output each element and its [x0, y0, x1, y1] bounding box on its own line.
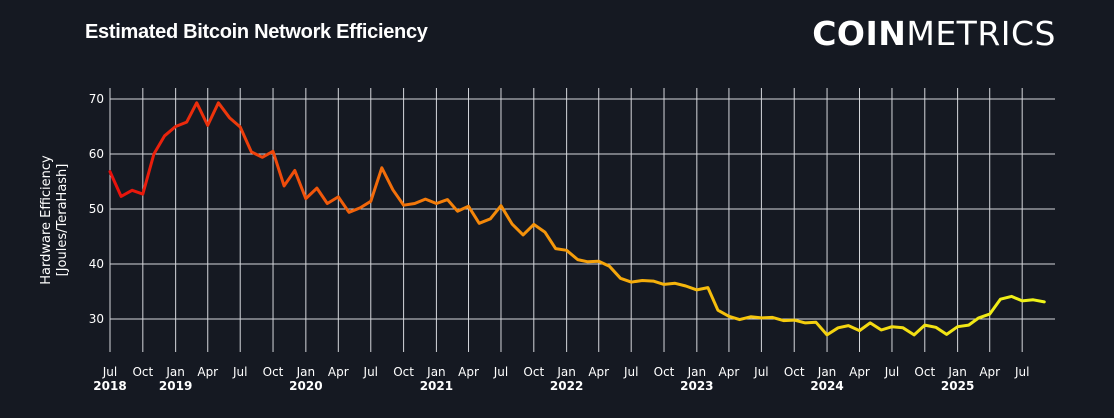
chart-title: Estimated Bitcoin Network Efficiency — [85, 21, 428, 43]
x-tick-label: Oct — [132, 365, 153, 379]
x-tick-label: Jul — [753, 365, 768, 379]
x-tick-year: 2020 — [289, 379, 322, 393]
x-tick-year: 2021 — [420, 379, 453, 393]
y-axis-ticks: 30 40 50 60 70 — [89, 92, 104, 326]
y-axis-label-line2: [Joules/TeraHash] — [55, 164, 70, 277]
x-tick-label: Jan — [687, 365, 707, 379]
x-tick-label: Apr — [328, 365, 349, 379]
x-tick-label: Oct — [393, 365, 414, 379]
coinmetrics-logo: COINMETRICS — [812, 14, 1056, 53]
x-tick-label: Jul — [493, 365, 508, 379]
x-tick-label: Apr — [719, 365, 740, 379]
y-tick-label: 50 — [89, 202, 104, 216]
x-tick-label: Jul — [623, 365, 638, 379]
x-tick-label: Oct — [523, 365, 544, 379]
x-tick-year: 2019 — [159, 379, 192, 393]
x-tick-label: Apr — [588, 365, 609, 379]
x-tick-label: Oct — [654, 365, 675, 379]
y-axis-label: Hardware Efficiency [Joules/TeraHash] — [39, 155, 70, 285]
x-tick-label: Jan — [817, 365, 837, 379]
x-tick-label: Apr — [979, 365, 1000, 379]
x-tick-label: Apr — [849, 365, 870, 379]
x-tick-label: Jul — [232, 365, 247, 379]
x-tick-label: Jul — [102, 365, 117, 379]
x-tick-year: 2025 — [941, 379, 974, 393]
y-tick-label: 60 — [89, 147, 104, 161]
x-tick-label: Jan — [556, 365, 576, 379]
x-tick-label: Jan — [296, 365, 316, 379]
x-tick-label: Jan — [165, 365, 185, 379]
y-tick-label: 40 — [89, 257, 104, 271]
x-tick-label: Jan — [947, 365, 967, 379]
x-tick-label: Jul — [884, 365, 899, 379]
x-tick-label: Apr — [197, 365, 218, 379]
x-tick-year: 2022 — [550, 379, 583, 393]
y-axis-label-line1: Hardware Efficiency — [39, 155, 54, 285]
x-tick-year: 2023 — [680, 379, 713, 393]
y-tick-label: 70 — [89, 92, 104, 106]
grid — [109, 88, 1055, 352]
x-tick-label: Oct — [263, 365, 284, 379]
x-tick-label: Oct — [914, 365, 935, 379]
x-tick-label: Jan — [426, 365, 446, 379]
x-tick-label: Jul — [363, 365, 378, 379]
x-tick-label: Apr — [458, 365, 479, 379]
x-tick-year: 2024 — [810, 379, 843, 393]
y-tick-label: 30 — [89, 312, 104, 326]
logo-light-text: METRICS — [906, 14, 1056, 53]
series-layer — [108, 101, 1046, 337]
x-tick-label: Oct — [784, 365, 805, 379]
x-tick-year: 2018 — [93, 379, 126, 393]
series-line — [108, 101, 1046, 337]
logo-bold-text: COIN — [812, 14, 907, 53]
x-tick-label: Jul — [1014, 365, 1029, 379]
